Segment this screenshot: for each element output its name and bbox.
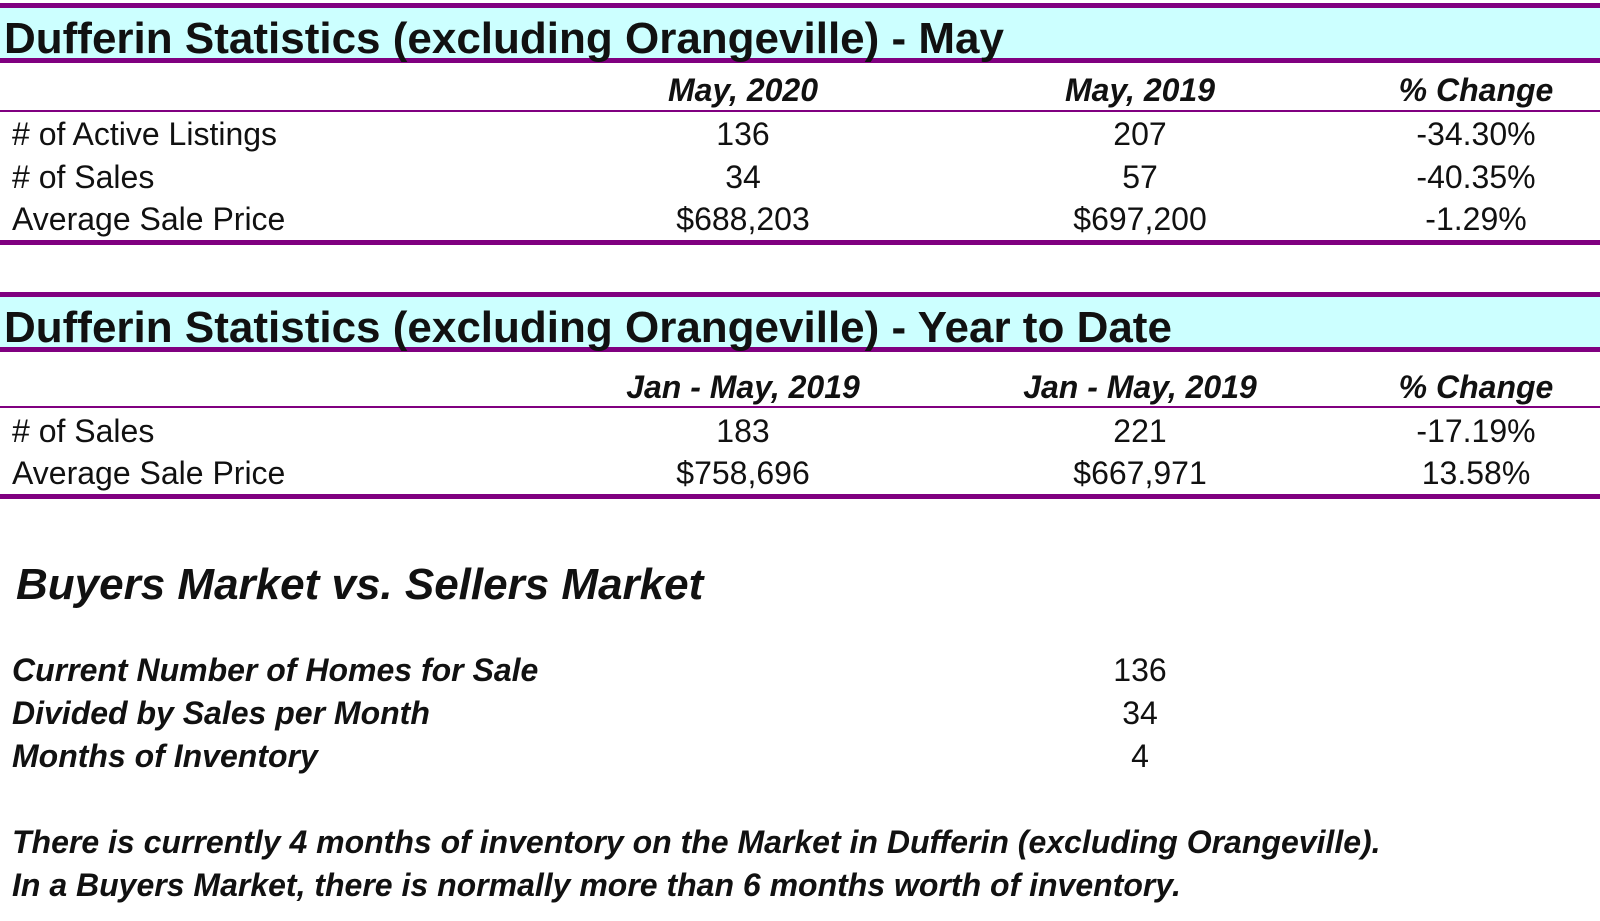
market-title: Buyers Market vs. Sellers Market [16,560,704,609]
row-label: # of Active Listings [12,116,278,152]
market-row-label: Divided by Sales per Month [12,695,430,731]
market-row-label: Months of Inventory [12,738,318,774]
row-change: -34.30% [1416,116,1536,152]
market-row-value: 136 [1113,652,1167,688]
market-note-line1: There is currently 4 months of inventory… [12,824,1381,860]
row-change: -1.29% [1425,201,1527,237]
monthly-bottom-rule [0,240,1600,245]
row-value-col1: $758,696 [676,455,810,491]
ytd-title-bar: Dufferin Statistics (excluding Orangevil… [0,292,1600,352]
market-row-value: 4 [1131,738,1149,774]
row-change: -40.35% [1416,159,1536,195]
row-label: # of Sales [12,413,155,449]
row-change: -17.19% [1416,413,1536,449]
row-value-2019: 207 [1113,116,1167,152]
row-change: 13.58% [1421,455,1531,491]
monthly-title: Dufferin Statistics (excluding Orangevil… [4,14,1004,63]
market-row-value: 34 [1122,695,1158,731]
ytd-bottom-rule [0,494,1600,499]
monthly-header-col2: May, 2019 [1064,72,1216,108]
monthly-header-rule [0,110,1600,112]
row-label: Average Sale Price [12,201,286,237]
market-note-line2: In a Buyers Market, there is normally mo… [12,867,1181,903]
ytd-header-col2: Jan - May, 2019 [1023,369,1257,405]
row-label: Average Sale Price [12,455,286,491]
ytd-title: Dufferin Statistics (excluding Orangevil… [4,303,1172,352]
row-value-col2: 221 [1113,413,1167,449]
row-value-2019: $697,200 [1073,201,1207,237]
row-value-2020: $688,203 [676,201,810,237]
row-value-2020: 136 [716,116,770,152]
monthly-title-bar: Dufferin Statistics (excluding Orangevil… [0,3,1600,63]
row-value-2019: 57 [1122,159,1158,195]
monthly-header-col1: May, 2020 [667,72,819,108]
monthly-header-col3: % Change [1398,72,1554,108]
ytd-header-col3: % Change [1398,369,1554,405]
ytd-header-rule [0,406,1600,408]
row-value-col2: $667,971 [1073,455,1207,491]
row-value-col1: 183 [716,413,770,449]
ytd-header-col1: Jan - May, 2019 [626,369,860,405]
row-label: # of Sales [12,159,155,195]
market-row-label: Current Number of Homes for Sale [12,652,539,688]
row-value-2020: 34 [725,159,761,195]
